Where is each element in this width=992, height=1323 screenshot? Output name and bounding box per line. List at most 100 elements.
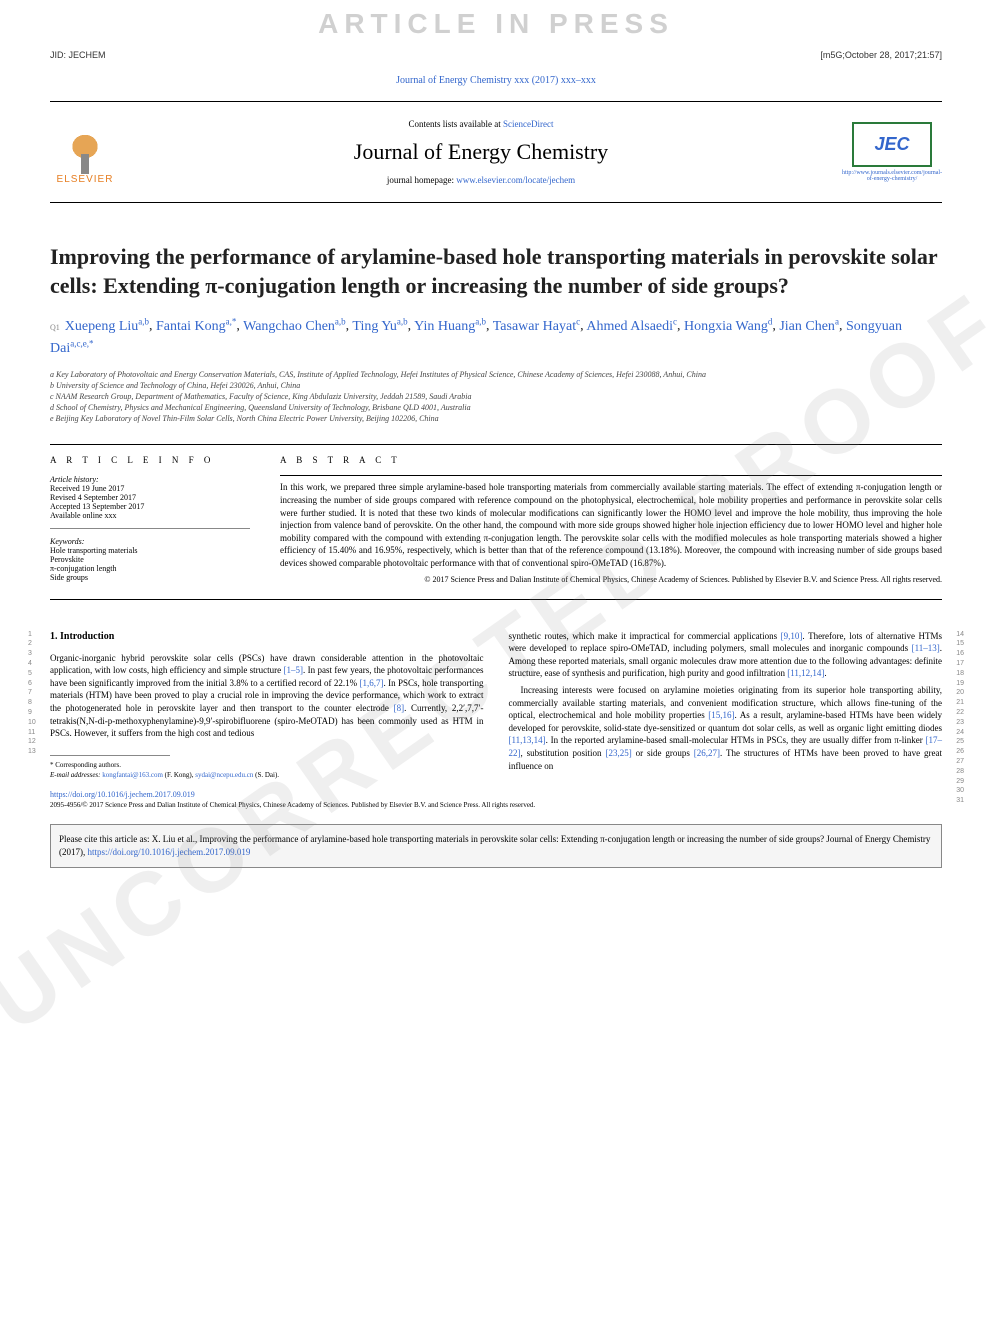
line-number: 29	[956, 777, 964, 787]
citation-ref[interactable]: [11,12,14]	[787, 668, 824, 678]
author-name[interactable]: Tasawar Hayat	[493, 319, 576, 334]
corresponding-authors: * Corresponding authors.	[50, 761, 484, 771]
line-number: 17	[956, 659, 964, 669]
authors-block: Q1Xuepeng Liua,b, Fantai Konga,*, Wangch…	[50, 315, 942, 358]
jec-box: JEC	[852, 122, 932, 167]
homepage-label: journal homepage:	[387, 175, 456, 185]
line-number: 12	[28, 737, 36, 747]
body-column-right: 141516171819202122232425262728293031 syn…	[509, 630, 943, 781]
affiliations-block: a Key Laboratory of Photovoltaic and Ene…	[50, 369, 942, 425]
author: Fantai Konga,*	[156, 319, 236, 334]
author-name[interactable]: Fantai Kong	[156, 319, 226, 334]
citation-ref[interactable]: [26,27]	[694, 748, 720, 758]
author-affiliation-sup: d	[768, 316, 773, 326]
line-number: 14	[956, 630, 964, 640]
author-name[interactable]: Wangchao Chen	[243, 319, 335, 334]
homepage-url[interactable]: www.elsevier.com/locate/jechem	[456, 175, 575, 185]
affiliation-line: d School of Chemistry, Physics and Mecha…	[50, 402, 942, 413]
line-number: 3	[28, 649, 36, 659]
header-center: Contents lists available at ScienceDirec…	[135, 119, 827, 185]
abstract-text: In this work, we prepared three simple a…	[280, 481, 942, 569]
line-number: 6	[28, 679, 36, 689]
email-label: E-mail addresses:	[50, 771, 102, 779]
author-affiliation-sup: a,b	[475, 316, 486, 326]
email-addresses: E-mail addresses: kongfantai@163.com (F.…	[50, 771, 484, 781]
jid-line: JID: JECHEM [m5G;October 28, 2017;21:57]	[50, 50, 942, 60]
citation-ref[interactable]: [23,25]	[605, 748, 631, 758]
line-number: 19	[956, 679, 964, 689]
history-item: Received 19 June 2017	[50, 484, 250, 493]
section-1-heading: 1. Introduction	[50, 630, 484, 644]
article-info-heading: A R T I C L E I N F O	[50, 455, 250, 465]
citation-ref[interactable]: [1–5]	[284, 665, 304, 675]
author-name[interactable]: Ahmed Alsaedi	[586, 319, 673, 334]
jec-logo: JEC http://www.journals.elsevier.com/jou…	[842, 122, 942, 182]
author-name[interactable]: Hongxia Wang	[684, 319, 768, 334]
keyword-item: Hole transporting materials	[50, 546, 250, 555]
affiliation-line: e Beijing Key Laboratory of Novel Thin-F…	[50, 413, 942, 424]
author-affiliation-sup: a,b	[335, 316, 346, 326]
email-2[interactable]: sydai@ncepu.edu.cn	[195, 771, 253, 779]
author-affiliation-sup: c	[576, 316, 580, 326]
citation-ref[interactable]: [8]	[394, 703, 405, 713]
author: Wangchao Chena,b	[243, 319, 346, 334]
line-number: 25	[956, 737, 964, 747]
email-1[interactable]: kongfantai@163.com	[102, 771, 163, 779]
q1-marker: Q1	[50, 323, 60, 332]
abstract-copyright: © 2017 Science Press and Dalian Institut…	[280, 575, 942, 584]
citation-ref[interactable]: [11–13]	[912, 643, 940, 653]
intro-paragraph-3: Increasing interests were focused on ary…	[509, 684, 943, 772]
contents-available-line: Contents lists available at ScienceDirec…	[135, 119, 827, 129]
elsevier-text: ELSEVIER	[57, 174, 114, 185]
footer-copyright: 2095-4956/© 2017 Science Press and Dalia…	[50, 801, 942, 809]
intro-paragraph-1: Organic-inorganic hybrid perovskite sola…	[50, 652, 484, 740]
article-in-press-watermark: ARTICLE IN PRESS	[318, 8, 674, 40]
email-2-name: (S. Dai).	[253, 771, 279, 779]
author: Hongxia Wangd	[684, 319, 772, 334]
line-number: 21	[956, 698, 964, 708]
line-number: 27	[956, 757, 964, 767]
keyword-item: Perovskite	[50, 555, 250, 564]
line-number: 7	[28, 688, 36, 698]
cite-doi-link[interactable]: https://doi.org/10.1016/j.jechem.2017.09…	[88, 847, 251, 857]
line-number: 10	[28, 718, 36, 728]
author-name[interactable]: Yin Huang	[414, 319, 475, 334]
keywords-label: Keywords:	[50, 537, 250, 546]
author: Jian Chena	[779, 319, 839, 334]
divider-top	[50, 444, 942, 445]
citation-ref[interactable]: [11,13,14]	[509, 735, 546, 745]
article-title: Improving the performance of arylamine-b…	[50, 243, 942, 300]
info-abstract-row: A R T I C L E I N F O Article history: R…	[50, 455, 942, 583]
author-affiliation-sup: a,b	[138, 316, 149, 326]
affiliation-line: c NAAM Research Group, Department of Mat…	[50, 391, 942, 402]
line-number: 23	[956, 718, 964, 728]
citation-ref[interactable]: [9,10]	[781, 631, 803, 641]
line-number: 16	[956, 649, 964, 659]
author-name[interactable]: Ting Yu	[352, 319, 397, 334]
body-two-column: 12345678910111213 1. Introduction Organi…	[50, 630, 942, 781]
affiliation-line: a Key Laboratory of Photovoltaic and Ene…	[50, 369, 942, 380]
line-number: 28	[956, 767, 964, 777]
author-affiliation-sup: a,*	[226, 316, 237, 326]
author-name[interactable]: Xuepeng Liu	[65, 319, 138, 334]
line-number: 11	[28, 728, 36, 738]
citation-ref[interactable]: [15,16]	[708, 710, 734, 720]
abstract-heading: A B S T R A C T	[280, 455, 942, 465]
contents-text: Contents lists available at	[409, 119, 503, 129]
line-number: 1	[28, 630, 36, 640]
author: Ahmed Alsaedic	[586, 319, 677, 334]
journal-header: ELSEVIER Contents lists available at Sci…	[50, 101, 942, 203]
author: Tasawar Hayatc	[493, 319, 580, 334]
sciencedirect-link[interactable]: ScienceDirect	[503, 119, 553, 129]
citation-ref[interactable]: [1,6,7]	[360, 678, 384, 688]
line-number: 22	[956, 708, 964, 718]
body-column-left: 12345678910111213 1. Introduction Organi…	[50, 630, 484, 781]
line-number: 18	[956, 669, 964, 679]
author-affiliation-sup: a,b	[397, 316, 408, 326]
citation-ref[interactable]: [17–22]	[509, 735, 943, 758]
jid-right: [m5G;October 28, 2017;21:57]	[820, 50, 942, 60]
footer-divider	[50, 755, 170, 756]
keywords-block: Keywords: Hole transporting materialsPer…	[50, 537, 250, 582]
doi-link[interactable]: https://doi.org/10.1016/j.jechem.2017.09…	[50, 790, 942, 799]
author-name[interactable]: Jian Chen	[779, 319, 835, 334]
